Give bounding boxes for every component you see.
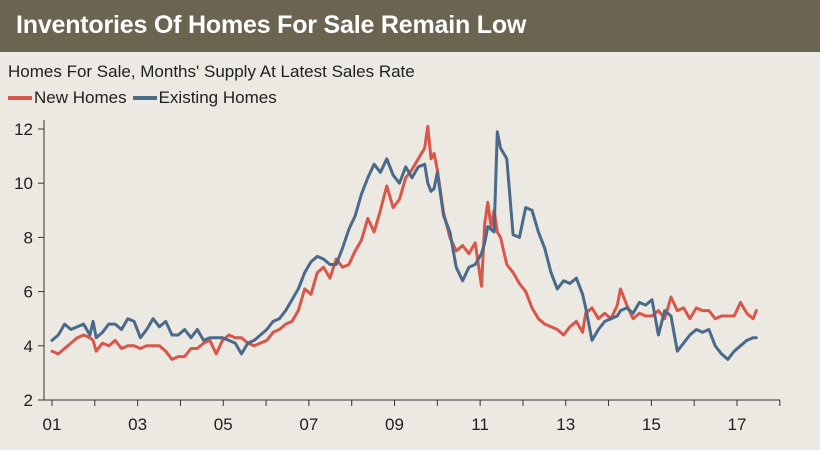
legend: New Homes Existing Homes xyxy=(8,88,283,108)
axes xyxy=(38,120,781,406)
y-tick-label: 6 xyxy=(24,283,33,302)
series-lines xyxy=(50,124,758,361)
x-tick-label: 01 xyxy=(43,415,62,434)
legend-label-existing-homes: Existing Homes xyxy=(158,88,277,107)
x-tick-label: 13 xyxy=(556,415,575,434)
title-bar: Inventories Of Homes For Sale Remain Low xyxy=(0,0,820,52)
legend-swatch-new-homes xyxy=(8,96,32,100)
y-tick-label: 4 xyxy=(24,337,33,356)
x-tick-labels: 01 03 05 07 09 11 13 15 17 xyxy=(43,415,747,434)
x-tick-label: 11 xyxy=(471,415,489,434)
x-tick-label: 09 xyxy=(385,415,404,434)
y-tick-labels: 2 4 6 8 10 12 xyxy=(14,120,33,410)
chart-subtitle: Homes For Sale, Months' Supply At Latest… xyxy=(8,62,415,81)
x-tick-label: 17 xyxy=(728,415,747,434)
series-line-new-homes xyxy=(50,124,758,361)
x-tick-label: 05 xyxy=(214,415,233,434)
series-line-existing-homes xyxy=(50,130,758,361)
legend-swatch-existing-homes xyxy=(132,96,157,100)
x-tick-label: 03 xyxy=(128,415,147,434)
chart-title: Inventories Of Homes For Sale Remain Low xyxy=(16,11,527,39)
legend-label-new-homes: New Homes xyxy=(34,88,127,107)
x-tick-label: 15 xyxy=(642,415,661,434)
y-tick-label: 10 xyxy=(14,174,33,193)
y-tick-label: 2 xyxy=(24,391,33,410)
x-tick-label: 07 xyxy=(299,415,318,434)
y-tick-label: 8 xyxy=(24,228,33,247)
y-tick-label: 12 xyxy=(14,120,33,139)
legend-item-existing-homes: Existing Homes xyxy=(132,88,277,108)
legend-item-new-homes: New Homes xyxy=(8,88,127,108)
